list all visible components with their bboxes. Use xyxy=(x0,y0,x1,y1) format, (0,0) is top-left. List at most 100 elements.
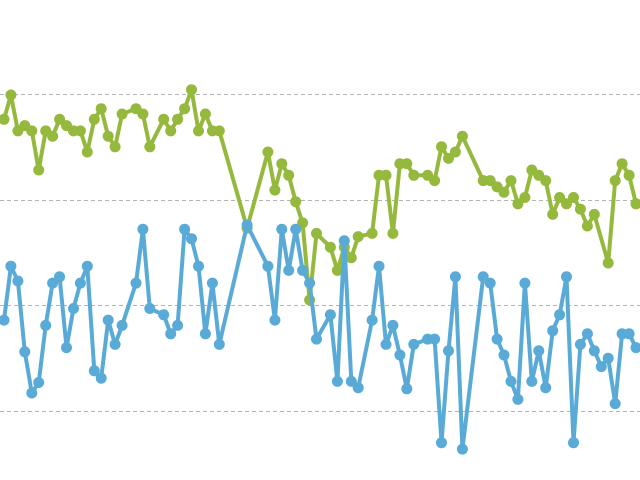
series-1-point-6 xyxy=(33,164,45,176)
series-2-point-77 xyxy=(609,398,621,410)
gridlines xyxy=(0,94,640,412)
series-1-point-54 xyxy=(436,141,447,153)
series-2-point-80 xyxy=(630,342,640,354)
series-layer xyxy=(0,84,640,455)
series-2-point-64 xyxy=(519,277,531,289)
series-1-point-55 xyxy=(443,152,454,164)
series-2-point-68 xyxy=(547,325,559,337)
series-1-point-23 xyxy=(165,125,177,137)
series-1-point-51 xyxy=(408,169,420,181)
series-1-point-5 xyxy=(26,125,38,137)
series-1-point-43 xyxy=(345,252,357,264)
series-2-point-2 xyxy=(5,260,17,272)
series-2-point-19 xyxy=(130,277,142,289)
series-2-point-67 xyxy=(540,382,552,394)
series-1-point-26 xyxy=(186,84,197,96)
series-2-point-41 xyxy=(331,375,343,387)
series-2-point-63 xyxy=(512,393,524,405)
series-2-point-28 xyxy=(199,328,211,340)
series-2-point-32 xyxy=(262,260,274,272)
series-2-point-79 xyxy=(623,328,635,340)
series-2-point-44 xyxy=(352,382,364,394)
series-1-point-57 xyxy=(456,130,468,142)
series-1-point-48 xyxy=(387,227,399,239)
series-1-point-17 xyxy=(109,141,121,153)
series-2-point-73 xyxy=(581,328,593,340)
series-2-point-26 xyxy=(186,233,197,245)
series-1-point-1 xyxy=(0,113,10,125)
series-1-point-50 xyxy=(401,158,413,170)
series-2-point-60 xyxy=(491,333,503,345)
series-2-point-31 xyxy=(241,219,253,231)
series-2-point-62 xyxy=(505,375,517,387)
series-2-point-50 xyxy=(401,383,413,395)
series-2-point-39 xyxy=(311,333,322,345)
series-2-point-22 xyxy=(158,309,170,321)
series-2-point-21 xyxy=(144,303,156,314)
series-1-point-70 xyxy=(561,198,572,210)
series-1-point-36 xyxy=(290,196,302,208)
series-1-point-63 xyxy=(512,198,524,210)
series-2-point-9 xyxy=(54,271,66,283)
series-1-point-34 xyxy=(276,158,288,170)
series-1-point-77 xyxy=(616,158,628,170)
series-1-point-18 xyxy=(116,108,128,120)
series-1-point-75 xyxy=(602,257,614,269)
series-1-point-76 xyxy=(609,175,621,187)
series-2-point-24 xyxy=(172,319,184,331)
series-2-point-61 xyxy=(498,349,510,361)
series-2-point-69 xyxy=(554,309,566,321)
series-2 xyxy=(0,219,640,455)
series-2-point-38 xyxy=(304,277,316,289)
series-2-point-34 xyxy=(276,223,288,235)
series-2-point-5 xyxy=(26,387,38,399)
series-2-point-4 xyxy=(19,346,31,358)
series-1-point-27 xyxy=(193,125,204,137)
series-1-point-2 xyxy=(5,89,17,101)
series-2-point-40 xyxy=(324,309,336,321)
series-1-point-62 xyxy=(505,175,517,187)
series-2-point-45 xyxy=(366,314,378,326)
series-2-point-23 xyxy=(165,328,177,340)
series-1-point-79 xyxy=(630,198,640,210)
series-2-point-53 xyxy=(429,333,441,345)
series-1-point-73 xyxy=(581,220,593,232)
series-2-point-56 xyxy=(449,271,461,283)
series-1-point-12 xyxy=(74,125,86,137)
series-2-point-35 xyxy=(283,264,295,276)
series-2-point-12 xyxy=(74,277,86,289)
series-2-point-74 xyxy=(588,345,600,357)
series-1-point-32 xyxy=(262,146,274,158)
series-2-point-72 xyxy=(574,338,586,350)
series-1-point-13 xyxy=(81,146,93,158)
series-2-point-66 xyxy=(533,345,545,357)
series-2-point-37 xyxy=(297,264,309,276)
series-1-point-15 xyxy=(95,103,107,115)
series-1-point-45 xyxy=(366,227,378,239)
series-2-point-36 xyxy=(290,223,302,235)
series-2-point-27 xyxy=(193,260,204,272)
series-1-point-30 xyxy=(213,125,225,137)
series-1-point-40 xyxy=(324,241,336,253)
series-2-point-46 xyxy=(373,260,385,272)
series-1-point-16 xyxy=(102,130,114,142)
series-2-point-1 xyxy=(0,314,10,326)
series-2-point-49 xyxy=(394,349,406,361)
series-2-point-16 xyxy=(102,314,114,326)
series-1-point-71 xyxy=(568,192,579,203)
series-2-point-57 xyxy=(456,443,468,455)
series-2-point-42 xyxy=(338,235,350,247)
series-2-point-47 xyxy=(380,338,392,350)
series-2-point-51 xyxy=(408,338,420,350)
series-1-point-8 xyxy=(47,130,59,142)
series-2-point-7 xyxy=(40,319,52,331)
series-1-point-44 xyxy=(352,231,364,243)
series-1-point-39 xyxy=(311,227,322,239)
series-1-point-68 xyxy=(547,208,559,220)
series-1-point-61 xyxy=(498,186,510,198)
series-2-point-33 xyxy=(269,314,281,326)
series-2-point-8 xyxy=(47,277,59,289)
series-2-point-14 xyxy=(88,365,100,377)
series-1-point-21 xyxy=(144,141,156,153)
series-2-point-15 xyxy=(95,372,107,384)
